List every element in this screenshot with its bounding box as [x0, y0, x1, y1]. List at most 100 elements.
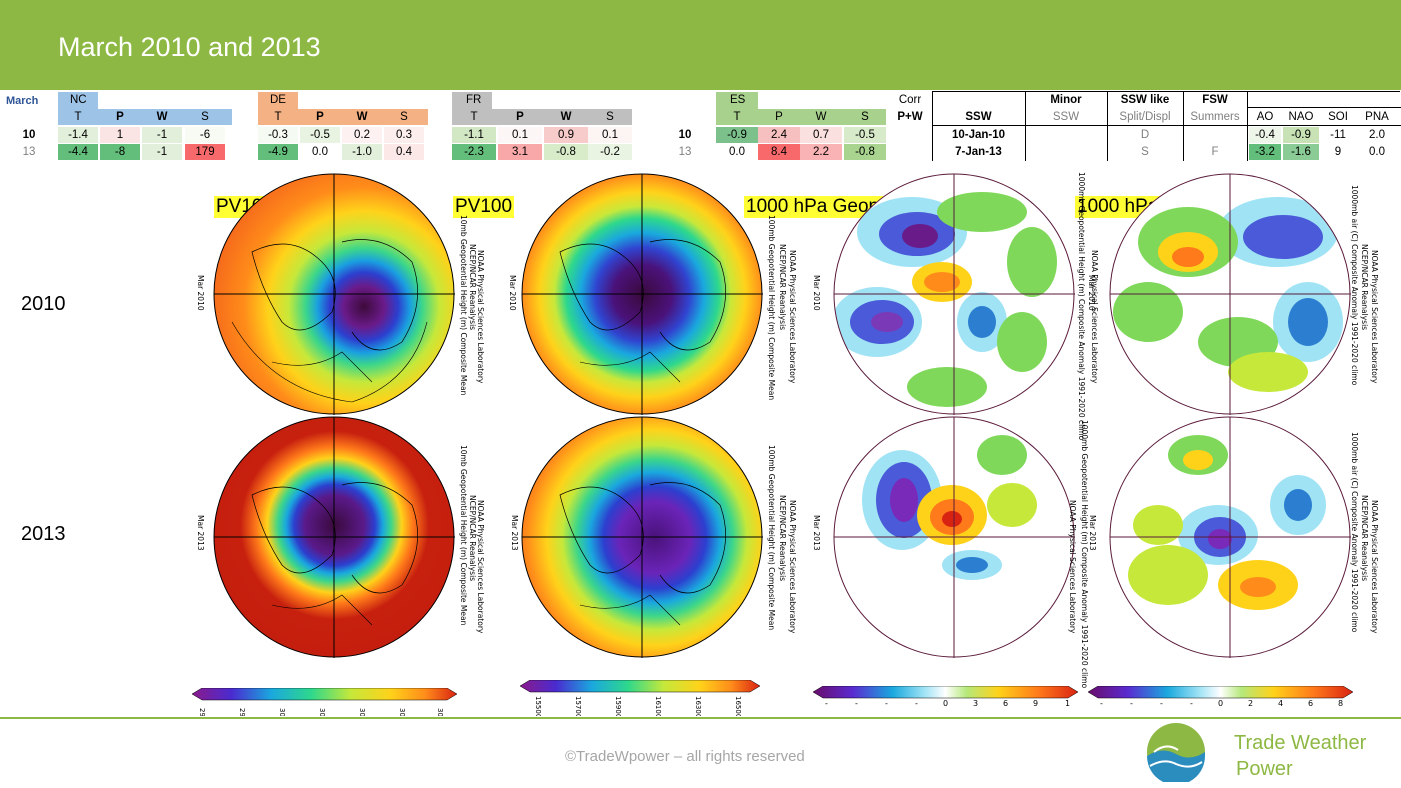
nc-sub-w: W	[156, 111, 168, 123]
ssw-date-13: 7-Jan-13	[955, 146, 1002, 158]
brand-line-2: Power	[1236, 758, 1293, 780]
es-subheader-bar	[716, 109, 886, 125]
trade-weather-power-logo	[1147, 723, 1205, 782]
cbar-pv100-4: 16300	[694, 696, 702, 716]
fr-p-13: 3.1	[498, 144, 542, 160]
caption-geopot-2013-lab: NOAA Physical Sciences Laboratory	[1068, 500, 1077, 634]
es-s-13: -0.8	[844, 144, 886, 160]
de-w-10: 0.2	[342, 127, 382, 143]
nc-t-13: -4.4	[58, 144, 98, 160]
de-s-13: 0.4	[384, 144, 424, 160]
region-es-header: ES	[716, 92, 886, 109]
map-pv100-2013	[521, 416, 763, 658]
cbar-temp-2: -	[1160, 699, 1163, 708]
caption-temp-2013-date: Mar 2013	[1088, 515, 1097, 551]
caption-pv10-2013-var: 10mb Geopotential Height (m) Composite M…	[459, 445, 468, 626]
caption-pv10-2013-source: NCEP/NCAR Reanalysis	[468, 495, 477, 582]
de-t-13: -4.9	[258, 144, 298, 160]
cbar-temp-1: -	[1130, 699, 1133, 708]
cbar-pv10-5: 306	[398, 708, 406, 716]
ao-10: -0.4	[1249, 127, 1281, 143]
cbar-pv10-2: 300	[278, 708, 286, 716]
de-sub-p: P	[316, 111, 324, 123]
cbar-temp-4: 0	[1218, 699, 1223, 708]
caption-geopot-2010-lab: NOAA Physical Sciences Laboratory	[1090, 250, 1099, 384]
soi-10: -11	[1330, 129, 1346, 141]
month-label: March	[6, 95, 39, 107]
fsw-header: FSW	[1202, 94, 1228, 106]
nc-s-13: 179	[185, 144, 225, 160]
caption-geopot-2010-var: 1000mb Geopotential Height (m) Composite…	[1077, 172, 1086, 441]
caption-temp-2010-date: Mar 2010	[1087, 275, 1096, 311]
fr-s-10: 0.1	[588, 127, 632, 143]
title-bar: March 2010 and 2013	[0, 0, 1401, 90]
soi-13: 9	[1334, 146, 1342, 158]
caption-pv100-2010-var: 100mb Geopotential Height (m) Composite …	[767, 215, 776, 401]
map-temp-2013	[1109, 416, 1351, 658]
de-t-10: -0.3	[258, 127, 298, 143]
de-sub-t: T	[274, 111, 282, 123]
caption-temp-2010-source: NCEP/NCAR Reanalysis	[1360, 244, 1369, 331]
caption-temp-2013-var: 1000mb air (C) Composite Anomaly 1991-20…	[1350, 432, 1359, 633]
cbar-geopot-7: 9	[1033, 699, 1038, 708]
es-sub-w: W	[815, 111, 827, 123]
cbar-temp-6: 4	[1278, 699, 1283, 708]
caption-pv100-2010-lab: NOAA Physical Sciences Laboratory	[788, 250, 797, 384]
de-p-13: 0.0	[312, 146, 328, 158]
de-p-10: -0.5	[300, 127, 340, 143]
nao-10: -0.9	[1283, 127, 1319, 143]
es-p-10: 2.4	[758, 127, 800, 143]
nc-w-13: -1	[142, 144, 182, 160]
minor-10	[1025, 127, 1107, 143]
es-w-13: 2.2	[800, 144, 842, 160]
region-de-label: DE	[270, 94, 286, 106]
es-s-10: -0.5	[844, 127, 886, 143]
fr-t-13: -2.3	[452, 144, 496, 160]
region-nc-label: NC	[70, 94, 87, 106]
es-p-13: 8.4	[758, 144, 800, 160]
cbar-pv10-6: 308	[436, 708, 444, 716]
slide-title: March 2010 and 2013	[58, 32, 321, 62]
cbar-geopot-5: 3	[973, 699, 978, 708]
nc-w-10: -1	[142, 127, 182, 143]
fr-p-10: 0.1	[498, 127, 542, 143]
corr-label: Corr	[898, 94, 922, 106]
fsw-13: F	[1211, 146, 1219, 158]
nao-13: -1.6	[1283, 144, 1319, 160]
ssw-like-header: SSW like	[1120, 94, 1170, 106]
caption-pv10-2010-var: 10mb Geopotential Height (m) Composite M…	[459, 215, 468, 396]
nc-p-13: -8	[100, 144, 140, 160]
fr-w-10: 0.9	[544, 127, 588, 143]
caption-geopot-2013-date: Mar 2013	[812, 515, 821, 551]
ssw-divider-h2	[1247, 107, 1401, 108]
cbar-temp-0: -	[1100, 699, 1103, 708]
fr-s-13: -0.2	[588, 144, 632, 160]
ssw-like-sub-header: Split/Displ	[1119, 111, 1171, 123]
row-year-10: 10	[22, 129, 36, 141]
cbar-geopot-1: -	[855, 699, 858, 708]
ssw-divider-3	[1183, 91, 1184, 161]
brand-line-1: Trade Weather	[1234, 732, 1367, 754]
row-label-2013: 2013	[21, 523, 66, 545]
fr-sub-w: W	[560, 111, 572, 123]
pna-13: 0.0	[1369, 146, 1385, 158]
map-geopot-2010	[833, 173, 1075, 415]
minor-sub-header: SSW	[1052, 111, 1080, 123]
fsw-sub-header: Summers	[1190, 111, 1240, 123]
es-sub-p: P	[775, 111, 783, 123]
minor-13	[1025, 144, 1107, 160]
caption-pv100-2013-date: Mar 2013	[510, 515, 519, 551]
cbar-geopot-8: 1	[1065, 699, 1070, 708]
map-pv10-2010	[213, 173, 455, 415]
brand-name: Trade Weather Power	[1234, 730, 1366, 782]
cbar-pv10-1: 298	[238, 708, 246, 716]
fr-sub-s: S	[606, 111, 614, 123]
region-fr-label: FR	[466, 94, 482, 106]
nc-sub-t: T	[74, 111, 82, 123]
map-geopot-2013	[833, 416, 1075, 658]
es-year-10: 10	[678, 129, 692, 141]
pw-label: P+W	[897, 111, 923, 123]
pna-10: 2.0	[1369, 129, 1385, 141]
cbar-pv100-3: 16100	[654, 696, 662, 716]
caption-pv100-2013-source: NCEP/NCAR Reanalysis	[778, 495, 787, 582]
